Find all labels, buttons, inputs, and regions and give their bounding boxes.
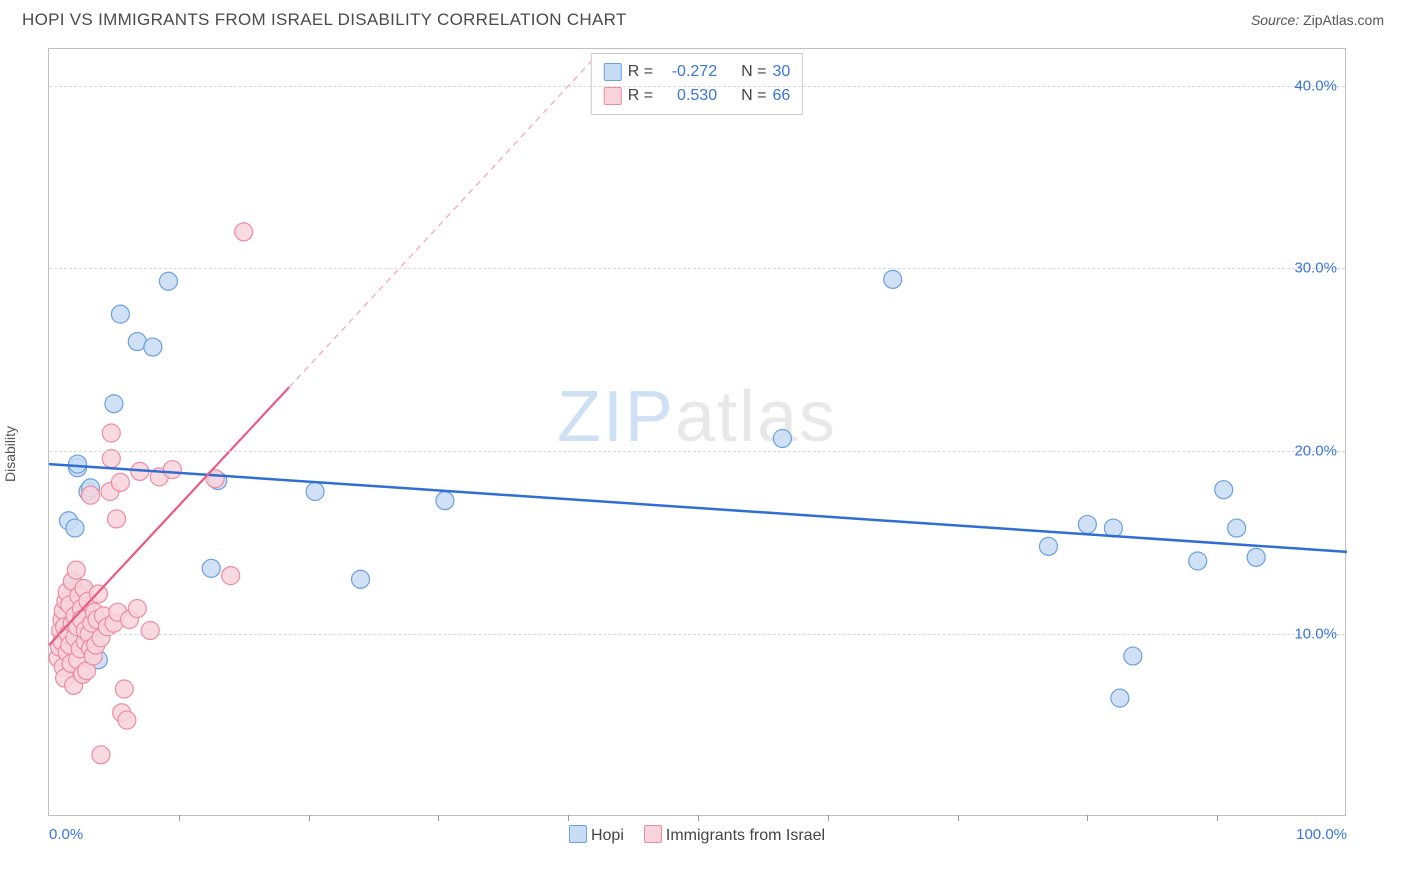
chart-area: ZIPatlas R =-0.272N = 30R =0.530N = 66 H… (48, 48, 1346, 816)
chart-title: HOPI VS IMMIGRANTS FROM ISRAEL DISABILIT… (22, 10, 627, 30)
legend-bottom: Hopi Immigrants from Israel (569, 825, 825, 845)
gridline (49, 86, 1345, 87)
legend-n-label: N = (741, 84, 766, 108)
legend-r-value: -0.272 (659, 60, 717, 84)
data-point (1215, 481, 1233, 499)
data-point (1189, 552, 1207, 570)
legend-r-value: 0.530 (659, 84, 717, 108)
data-point (66, 519, 84, 537)
ytick-label: 20.0% (1294, 443, 1337, 460)
data-point (163, 461, 181, 479)
data-point (67, 561, 85, 579)
legend-r-label: R = (628, 84, 653, 108)
legend-top: R =-0.272 N = 30 R =0.530 N = 66 (591, 53, 803, 115)
xtick-label: 100.0% (1296, 826, 1347, 843)
legend-bottom-item: Immigrants from Israel (644, 825, 825, 845)
data-point (1228, 519, 1246, 537)
data-point (92, 746, 110, 764)
legend-swatch (569, 825, 587, 843)
xtick-label: 0.0% (49, 826, 83, 843)
legend-top-row: R =-0.272 N = 30 (604, 60, 790, 84)
legend-n-value: 30 (772, 60, 790, 84)
legend-r-label: R = (628, 60, 653, 84)
legend-label: Hopi (591, 827, 624, 844)
data-point (159, 272, 177, 290)
xtick-mark (438, 815, 439, 821)
trend-line (49, 464, 1347, 552)
xtick-mark (1217, 815, 1218, 821)
data-point (102, 450, 120, 468)
xtick-mark (179, 815, 180, 821)
xtick-mark (698, 815, 699, 821)
data-point (128, 600, 146, 618)
data-point (107, 510, 125, 528)
header: HOPI VS IMMIGRANTS FROM ISRAEL DISABILIT… (0, 0, 1406, 38)
legend-swatch (644, 825, 662, 843)
xtick-mark (828, 815, 829, 821)
source: Source: ZipAtlas.com (1251, 12, 1384, 28)
ytick-label: 10.0% (1294, 626, 1337, 643)
legend-label: Immigrants from Israel (666, 827, 825, 844)
xtick-mark (568, 815, 569, 821)
data-point (111, 473, 129, 491)
plot-svg (49, 49, 1345, 815)
data-point (111, 305, 129, 323)
data-point (144, 338, 162, 356)
xtick-mark (309, 815, 310, 821)
data-point (436, 492, 454, 510)
gridline (49, 268, 1345, 269)
data-point (141, 621, 159, 639)
legend-top-row: R =0.530 N = 66 (604, 84, 790, 108)
legend-bottom-item: Hopi (569, 825, 624, 845)
legend-n-value: 66 (772, 84, 790, 108)
data-point (105, 395, 123, 413)
ytick-label: 30.0% (1294, 260, 1337, 277)
trend-line (49, 387, 289, 645)
ytick-label: 40.0% (1294, 77, 1337, 94)
source-label: Source: (1251, 12, 1299, 28)
xtick-mark (1087, 815, 1088, 821)
data-point (115, 680, 133, 698)
data-point (69, 455, 87, 473)
y-axis-label: Disability (2, 426, 18, 482)
data-point (235, 223, 253, 241)
data-point (306, 483, 324, 501)
gridline (49, 634, 1345, 635)
data-point (82, 486, 100, 504)
legend-n-label: N = (741, 60, 766, 84)
data-point (773, 429, 791, 447)
data-point (352, 570, 370, 588)
data-point (1039, 537, 1057, 555)
trend-line-ext (289, 58, 594, 387)
data-point (884, 270, 902, 288)
data-point (1247, 548, 1265, 566)
data-point (118, 711, 136, 729)
data-point (202, 559, 220, 577)
gridline (49, 451, 1345, 452)
data-point (1111, 689, 1129, 707)
legend-swatch (604, 63, 622, 81)
data-point (222, 567, 240, 585)
xtick-mark (958, 815, 959, 821)
data-point (1078, 515, 1096, 533)
data-point (102, 424, 120, 442)
data-point (1124, 647, 1142, 665)
source-name: ZipAtlas.com (1303, 12, 1384, 28)
legend-swatch (604, 87, 622, 105)
